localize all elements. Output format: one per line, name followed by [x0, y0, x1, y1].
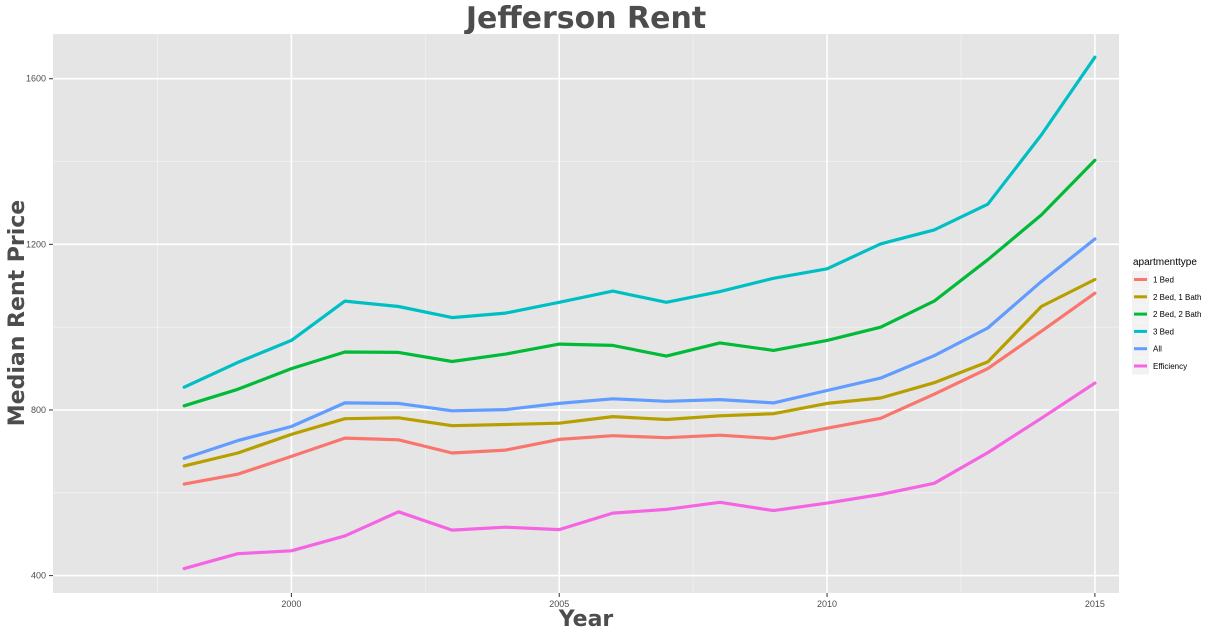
- y-axis-title: Median Rent Price: [5, 200, 30, 426]
- legend-label-2-bed-1-bath: 2 Bed, 1 Bath: [1153, 293, 1201, 302]
- minor-gridlines: [53, 34, 1119, 593]
- legend-label-3-bed: 3 Bed: [1153, 327, 1174, 336]
- x-tick-label: 2015: [1085, 599, 1105, 609]
- series-lines: [182, 55, 1097, 571]
- x-axis: 2000 2005 2010 2015: [281, 593, 1105, 609]
- series-line-2-bed-1-bath: [182, 277, 1097, 468]
- chart-title: Jefferson Rent: [464, 1, 706, 36]
- series-line-3-bed: [182, 55, 1097, 389]
- legend-label-2-bed-2-bath: 2 Bed, 2 Bath: [1153, 310, 1201, 319]
- series-line-2-bed-2-bath: [182, 158, 1097, 408]
- plot-panel: [53, 34, 1119, 593]
- legend-label-1-bed: 1 Bed: [1153, 276, 1174, 285]
- x-tick-label: 2000: [281, 599, 301, 609]
- series-line-1-bed: [182, 291, 1097, 486]
- y-tick-label: 400: [31, 571, 46, 581]
- x-tick-label: 2010: [817, 599, 837, 609]
- legend-title: apartmenttype: [1133, 257, 1197, 268]
- y-tick-label: 800: [31, 405, 46, 415]
- x-axis-title: Year: [558, 607, 614, 632]
- x-tick-label: 2005: [549, 599, 569, 609]
- y-tick-label: 1600: [26, 74, 46, 84]
- y-axis: 400 800 1200 1600: [26, 74, 53, 581]
- legend-label-efficiency: Efficiency: [1153, 362, 1187, 371]
- series-line-all: [182, 237, 1097, 460]
- y-tick-label: 1200: [26, 239, 46, 249]
- series-line-efficiency: [182, 381, 1097, 571]
- major-gridlines: [53, 34, 1119, 593]
- legend-label-all: All: [1153, 345, 1162, 354]
- legend: apartmenttype 1 Bed 2 Bed, 1 Bath 2 Bed, 2…: [1132, 257, 1201, 375]
